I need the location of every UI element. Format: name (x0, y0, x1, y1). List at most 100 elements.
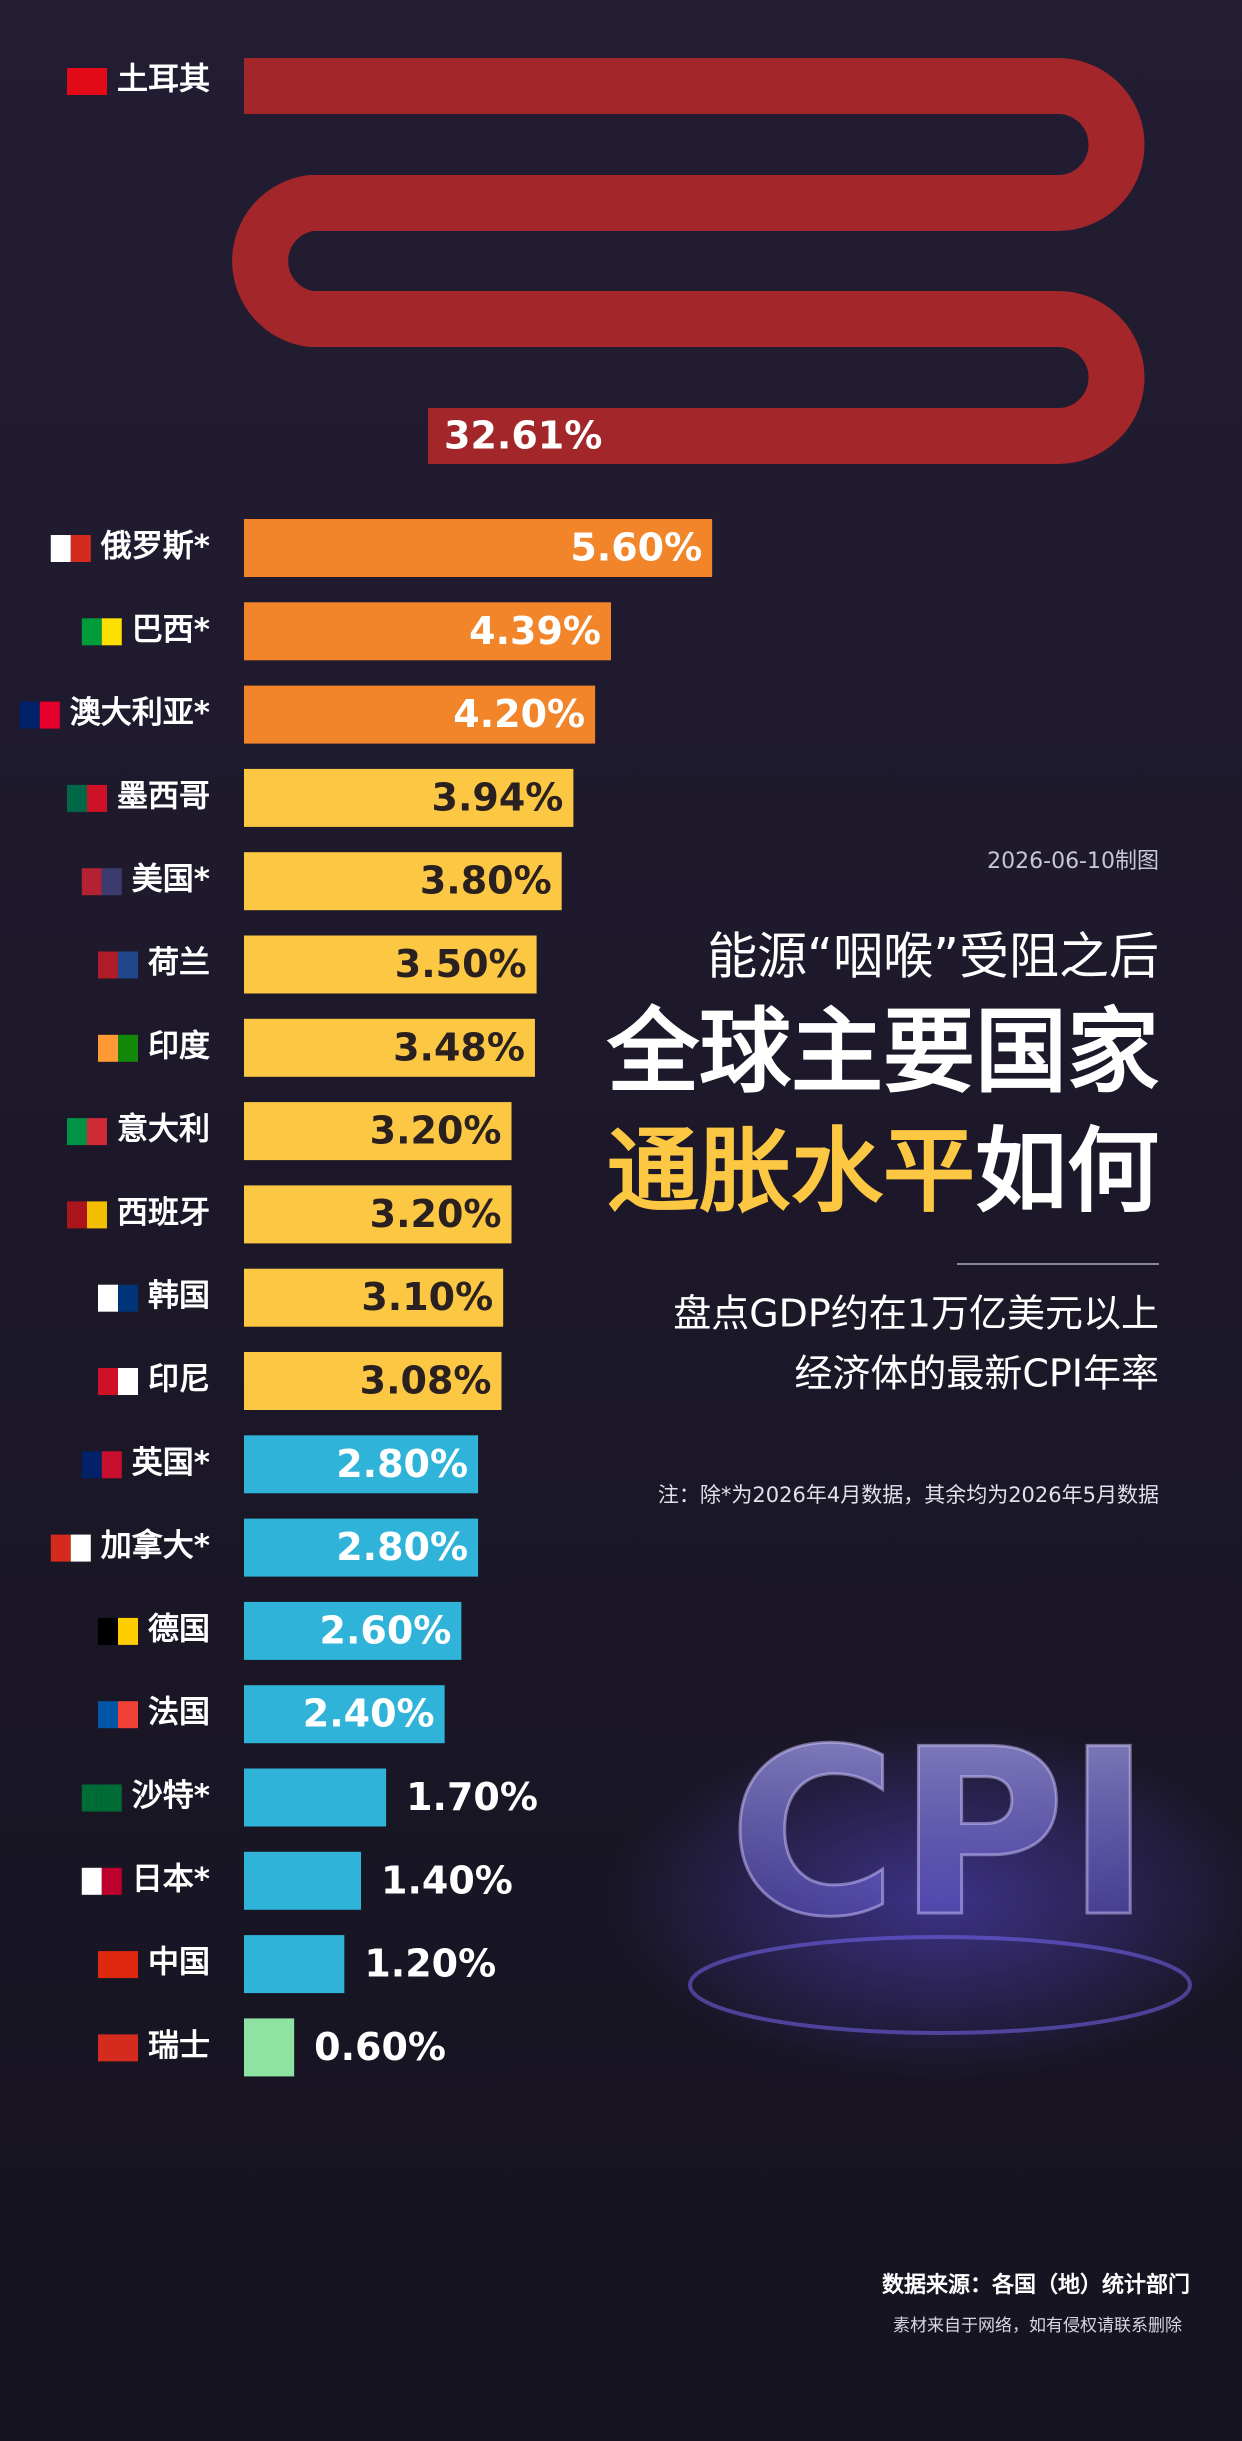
value-label: 1.20% (364, 1942, 496, 1986)
flag (67, 1118, 87, 1146)
flag (81, 1784, 102, 1812)
flag (118, 1034, 138, 1062)
source: 数据来源：各国（地）统计部门 (882, 2272, 1190, 2298)
category-label: 加拿大* (101, 1528, 210, 1564)
value-label: 3.50% (395, 942, 527, 986)
flag (67, 68, 87, 95)
category-label: 德国 (148, 1611, 210, 1647)
category-label: 英国* (132, 1445, 210, 1481)
category-label: 巴西* (132, 612, 210, 648)
subtitle: 盘点GDP约在1万亿美元以上 (673, 1292, 1159, 1336)
flag (101, 1451, 122, 1479)
flag (98, 2034, 118, 2062)
flag (81, 1867, 102, 1895)
value-label: 4.20% (453, 692, 585, 736)
bar (244, 602, 612, 661)
flag (118, 2034, 138, 2062)
subtitle: 经济体的最新CPI年率 (794, 1352, 1159, 1396)
value-label: 3.20% (370, 1109, 502, 1153)
category-label: 西班牙 (117, 1195, 210, 1231)
value-label: 3.80% (420, 859, 552, 903)
bar (232, 58, 1145, 464)
category-label: 美国* (132, 862, 210, 898)
title-tail: 如何 (975, 1118, 1159, 1225)
flag (98, 1951, 118, 1979)
category-label: 意大利 (117, 1112, 210, 1148)
bar (244, 1102, 512, 1161)
flag (50, 535, 71, 562)
flag (101, 1784, 122, 1812)
value-label: 5.60% (570, 526, 702, 570)
graphic-ring (688, 1935, 1192, 2035)
date-note: 2026-06-10制图 (987, 849, 1159, 874)
flag (118, 1617, 138, 1645)
bar (244, 2018, 295, 2077)
flag (81, 618, 102, 646)
bars: 土耳其 32.61% 俄罗斯* 5.60% 巴西* 4.39% 澳大利亚* 4.20% 墨西哥 3… (19, 58, 1145, 2077)
category-label: 瑞士 (148, 2028, 210, 2064)
flag (118, 1368, 138, 1395)
graphic-glow (610, 1720, 1242, 2080)
category-label: 土耳其 (117, 62, 210, 98)
bar (244, 1268, 504, 1327)
value-label: 3.48% (393, 1025, 525, 1069)
kicker: 能源“咽喉”受阻之后 (707, 928, 1159, 986)
flag (39, 701, 60, 729)
bar (244, 1352, 502, 1410)
bar (244, 519, 713, 577)
category-label: 印尼 (148, 1362, 210, 1398)
bar (244, 1851, 362, 1910)
title-line: 通胀水平如何 (607, 1118, 1159, 1225)
flag (118, 1701, 138, 1729)
flag (98, 1368, 118, 1395)
category-label: 印度 (148, 1028, 210, 1064)
bar (244, 935, 537, 994)
category-label: 法国 (148, 1695, 210, 1731)
flag (98, 1701, 118, 1729)
flag (98, 1034, 118, 1062)
bar (244, 768, 574, 827)
category-label: 日本* (132, 1861, 210, 1897)
category-label: 沙特* (132, 1778, 210, 1814)
value-label: 1.40% (381, 1858, 513, 1902)
category-label: 荷兰 (148, 945, 210, 981)
value-label: 3.10% (361, 1275, 493, 1319)
flag (118, 1951, 138, 1979)
bar (244, 1435, 479, 1494)
flag (98, 951, 118, 979)
bar (244, 852, 562, 911)
category-label: 墨西哥 (117, 778, 210, 814)
bar (244, 1518, 479, 1577)
flag (67, 1201, 87, 1229)
value-label: 3.08% (360, 1359, 492, 1403)
category-label: 俄罗斯* (100, 529, 210, 565)
flag (87, 784, 107, 812)
value-label: 2.60% (320, 1608, 452, 1652)
bar (244, 1935, 345, 1994)
value-label: 3.94% (432, 775, 564, 819)
flag (101, 868, 122, 896)
flag (67, 784, 87, 812)
flag (81, 868, 102, 896)
value-label: 3.20% (370, 1192, 502, 1236)
flag (19, 701, 40, 729)
bar (244, 1018, 535, 1077)
bar (244, 685, 596, 744)
chart-title: 全球主要国家 (606, 998, 1159, 1105)
value-label: 2.40% (303, 1692, 435, 1736)
bar (244, 1185, 512, 1244)
graphic-label: CPI (729, 1701, 1152, 1968)
disclaimer: 素材来自于网络，如有侵权请联系删除 (893, 2316, 1182, 2336)
flag (87, 1118, 107, 1146)
flag (101, 618, 122, 646)
value-label: 32.61% (444, 414, 602, 458)
value-label: 2.80% (336, 1442, 468, 1486)
bar (244, 1601, 462, 1660)
value-label: 0.60% (314, 2025, 446, 2069)
category-label: 中国 (148, 1945, 210, 1981)
title-highlight: 通胀水平 (607, 1118, 975, 1225)
flag (70, 535, 91, 562)
